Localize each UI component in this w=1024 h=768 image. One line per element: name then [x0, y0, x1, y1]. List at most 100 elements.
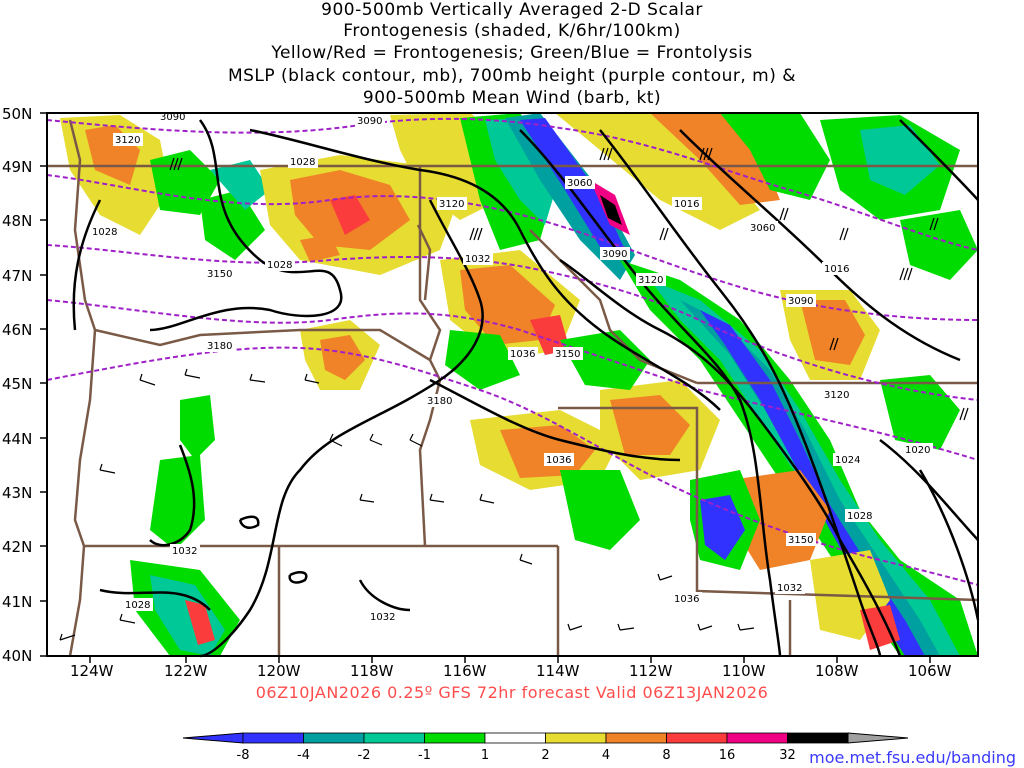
lat-label: 44N [2, 430, 32, 448]
colorbar-label: 4 [602, 748, 610, 763]
svg-text:1032: 1032 [465, 254, 490, 265]
colorbar-low-arrow [182, 732, 244, 744]
svg-text:1028: 1028 [267, 260, 292, 271]
svg-text:1036: 1036 [546, 455, 571, 466]
colorbar-swatch [726, 732, 788, 744]
height-label: 3090 [355, 114, 385, 127]
lon-label: 106W [908, 662, 952, 680]
height-label: 3180 [425, 394, 455, 407]
svg-text:3120: 3120 [638, 275, 663, 286]
lat-label: 42N [2, 538, 32, 556]
colorbar-high-arrow [847, 732, 909, 744]
title-line-2: Frontogenesis (shaded, K/6hr/100km) [343, 21, 681, 41]
title-line-5: 900-500mb Mean Wind (barb, kt) [362, 88, 662, 108]
svg-text:3120: 3120 [439, 199, 464, 210]
svg-text:3180: 3180 [427, 396, 452, 407]
lat-label: 49N [2, 158, 32, 176]
lat-label: 40N [2, 647, 32, 665]
lat-label: 43N [2, 484, 32, 502]
lon-label: 114W [536, 662, 580, 680]
mslp-label: 1032 [463, 252, 493, 265]
mslp-label: 1028 [123, 598, 153, 611]
mslp-label: 1028 [265, 258, 295, 271]
svg-text:3090: 3090 [788, 296, 813, 307]
height-label: 3090 [786, 294, 816, 307]
height-label: 3150 [553, 347, 583, 360]
height-labels: 3090 3120 3090 3060 3120 3090 3060 3150 … [113, 110, 852, 546]
lon-label: 120W [257, 662, 301, 680]
colorbar-swatch [605, 732, 667, 744]
lon-label: 118W [350, 662, 394, 680]
height-label: 3060 [565, 176, 595, 189]
svg-text:3090: 3090 [357, 116, 382, 127]
lon-axis: 124W 122W 120W 118W 116W 114W 112W 110W … [70, 656, 952, 680]
svg-text:1016: 1016 [824, 264, 849, 275]
svg-text:3060: 3060 [567, 178, 592, 189]
mslp-label: 1016 [822, 262, 852, 275]
height-label: 3120 [113, 133, 143, 146]
mslp-label: 1036 [544, 453, 574, 466]
colorbar-swatch [303, 732, 365, 744]
colorbar-label: 16 [719, 748, 736, 763]
mslp-label: 1020 [903, 443, 933, 456]
svg-text:1036: 1036 [674, 594, 699, 605]
colorbar-label: 32 [779, 748, 796, 763]
svg-text:1028: 1028 [125, 600, 150, 611]
colorbar-label: 2 [541, 748, 549, 763]
height-label: 3120 [822, 388, 852, 401]
lat-label: 47N [2, 267, 32, 285]
colorbar-label: -1 [418, 748, 431, 763]
height-contours-layer [46, 117, 979, 586]
lat-axis: 50N 49N 48N 47N 46N 45N 44N 43N 42N 41N … [2, 105, 47, 665]
title-line-3: Yellow/Red = Frontogenesis; Green/Blue =… [271, 43, 753, 63]
mslp-label: 1028 [845, 509, 875, 522]
mslp-label: 1024 [833, 453, 863, 466]
mslp-label: 1036 [672, 592, 702, 605]
mslp-label: 1032 [170, 544, 200, 557]
colorbar-label: 1 [481, 748, 489, 763]
colorbar-label: -8 [237, 748, 250, 763]
svg-text:3120: 3120 [824, 390, 849, 401]
colorbar-label: -4 [297, 748, 310, 763]
svg-text:3180: 3180 [207, 341, 232, 352]
lat-label: 50N [2, 105, 32, 123]
svg-text:1036: 1036 [510, 349, 535, 360]
lat-label: 41N [2, 593, 32, 611]
title-line-4: MSLP (black contour, mb), 700mb height (… [227, 66, 797, 86]
svg-text:1028: 1028 [847, 511, 872, 522]
credit-link[interactable]: moe.met.fsu.edu/banding [809, 748, 1016, 767]
height-label: 3090 [158, 110, 188, 123]
svg-text:3060: 3060 [750, 223, 775, 234]
lon-label: 108W [815, 662, 859, 680]
svg-text:3150: 3150 [207, 269, 232, 280]
mslp-label: 1032 [775, 581, 805, 594]
height-label: 3150 [205, 267, 235, 280]
height-label: 3060 [748, 221, 778, 234]
colorbar-swatch [424, 732, 486, 744]
colorbar-swatch [363, 732, 425, 744]
mslp-label: 1016 [672, 197, 702, 210]
height-label: 3120 [437, 197, 467, 210]
svg-text:1024: 1024 [835, 455, 860, 466]
svg-text:1032: 1032 [777, 583, 802, 594]
lat-label: 46N [2, 321, 32, 339]
colorbar-swatch [484, 732, 546, 744]
svg-text:1028: 1028 [290, 157, 315, 168]
svg-text:1016: 1016 [674, 199, 699, 210]
colorbar: -8 -4 -2 -1 1 2 4 8 16 32 [182, 732, 909, 763]
colorbar-swatch [242, 732, 304, 744]
colorbar-swatch [787, 732, 849, 744]
shading-layer [60, 113, 978, 656]
lon-label: 112W [629, 662, 673, 680]
lon-label: 116W [443, 662, 487, 680]
lon-label: 122W [164, 662, 208, 680]
svg-text:1020: 1020 [905, 445, 930, 456]
map-border [46, 112, 979, 657]
forecast-footer: 06Z10JAN2026 0.25º GFS 72hr forecast Val… [255, 683, 769, 702]
svg-text:1032: 1032 [370, 612, 395, 623]
lat-label: 48N [2, 212, 32, 230]
height-label: 3090 [600, 247, 630, 260]
svg-text:1028: 1028 [92, 227, 117, 238]
mslp-label: 1028 [288, 155, 318, 168]
